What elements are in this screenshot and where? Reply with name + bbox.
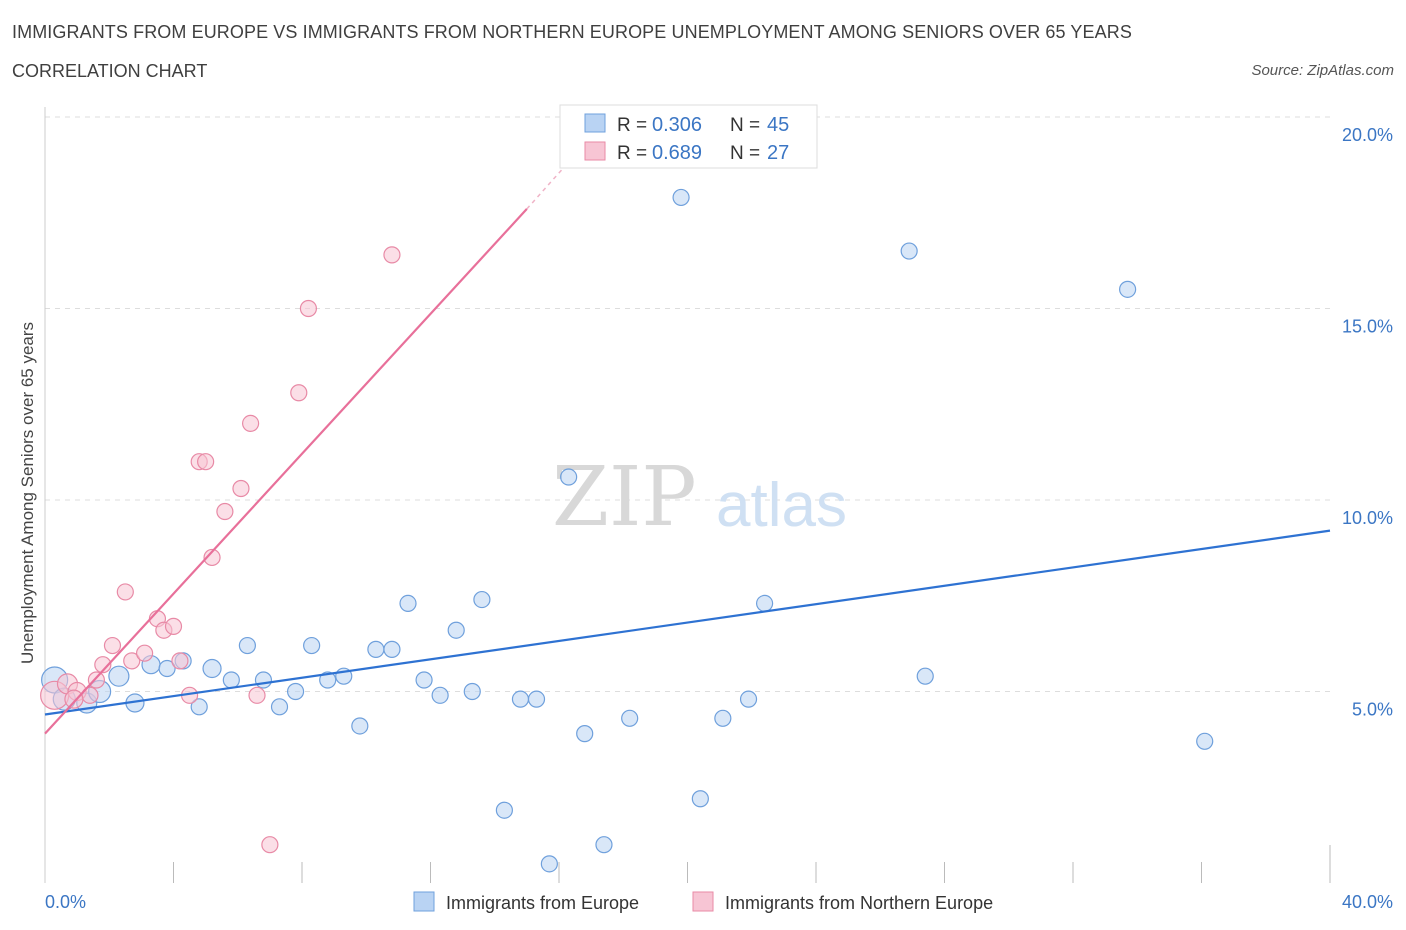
northern-europe-point-24 — [299, 299, 318, 318]
europe-point-13 — [254, 671, 273, 689]
europe-point-10 — [202, 658, 222, 679]
y-tick-label-0: 5.0% — [1352, 700, 1393, 720]
europe-point-20 — [367, 640, 385, 658]
northern-europe-point-25 — [383, 246, 401, 264]
x-tick-label-1: 40.0% — [1342, 892, 1393, 912]
europe-point-43 — [1119, 280, 1137, 298]
europe-point-11 — [222, 671, 240, 689]
chart-subtitle: CORRELATION CHART — [12, 61, 208, 81]
northern-europe-point-26 — [64, 689, 84, 709]
northern-europe-point-4 — [87, 671, 106, 689]
europe-point-23 — [415, 671, 433, 689]
europe-point-24 — [431, 686, 449, 704]
europe-point-22 — [399, 594, 417, 613]
watermark-zip: ZIP — [552, 450, 697, 545]
northern-europe-point-6 — [103, 636, 122, 655]
europe-point-4 — [108, 665, 130, 687]
legend-swatch-blue — [584, 113, 606, 133]
bottom-legend-label-northern-europe: Immigrants from Northern Europe — [725, 893, 993, 913]
europe-point-17 — [319, 671, 337, 689]
northern-europe-point-7 — [116, 583, 134, 601]
legend-n-label-pink: N = — [730, 143, 760, 164]
series-northern-europe-points — [40, 246, 401, 854]
northern-europe-point-23 — [290, 384, 308, 402]
legend-n-value-pink: 27 — [767, 142, 789, 164]
y-tick-label-1: 10.0% — [1342, 508, 1393, 528]
trend-line-northern-europe-extension — [526, 147, 583, 210]
northern-europe-point-17 — [203, 548, 221, 567]
northern-europe-point-9 — [135, 644, 154, 662]
watermark: ZIP atlas — [552, 450, 847, 545]
northern-europe-point-22 — [261, 836, 279, 854]
tick-labels: 5.0% 10.0% 15.0% 20.0% 0.0% 40.0% — [45, 125, 1393, 912]
europe-point-16 — [303, 636, 321, 655]
northern-europe-point-8 — [123, 652, 141, 670]
europe-point-14 — [270, 698, 289, 716]
chart-title: IMMIGRANTS FROM EUROPE VS IMMIGRANTS FRO… — [12, 22, 1132, 42]
y-tick-label-3: 20.0% — [1342, 125, 1393, 145]
legend-swatch-pink — [584, 141, 606, 161]
europe-point-33 — [576, 725, 594, 743]
europe-point-37 — [691, 790, 709, 808]
europe-point-32 — [560, 468, 578, 486]
bottom-legend-swatch-northern-europe — [692, 891, 714, 912]
europe-point-15 — [286, 682, 305, 701]
bottom-legend-label-europe: Immigrants from Europe — [446, 893, 639, 913]
watermark-atlas: atlas — [716, 471, 847, 540]
europe-point-35 — [621, 709, 639, 727]
europe-point-44 — [1196, 732, 1214, 750]
source-credit: Source: ZipAtlas.com — [1251, 62, 1394, 79]
europe-point-21 — [383, 640, 401, 658]
europe-point-30 — [527, 690, 546, 708]
axes — [44, 107, 1331, 883]
europe-point-28 — [495, 801, 513, 819]
correlation-legend: R = 0.306 N = 45 R = 0.689 N = 27 — [559, 104, 818, 169]
y-tick-label-2: 15.0% — [1342, 317, 1393, 337]
grid-lines — [45, 116, 1330, 692]
europe-point-42 — [916, 667, 934, 685]
trend-line-europe — [44, 529, 1331, 716]
x-tick-label-0: 0.0% — [45, 892, 86, 912]
europe-point-9 — [190, 698, 208, 716]
northern-europe-point-20 — [242, 414, 260, 432]
europe-point-25 — [447, 621, 465, 639]
europe-point-41 — [900, 242, 918, 260]
series-legend: Immigrants from Europe Immigrants from N… — [413, 891, 993, 913]
legend-r-value-pink: 0.689 — [652, 142, 702, 164]
y-axis-label: Unemployment Among Seniors over 65 years — [18, 322, 37, 664]
europe-point-36 — [672, 188, 690, 207]
trend-lines — [44, 147, 1331, 735]
europe-point-29 — [511, 690, 530, 708]
northern-europe-point-21 — [248, 686, 266, 704]
legend-n-value-blue: 45 — [767, 114, 789, 136]
northern-europe-point-5 — [94, 656, 112, 674]
northern-europe-point-12 — [164, 617, 183, 635]
europe-point-27 — [473, 590, 491, 609]
northern-europe-point-16 — [197, 453, 215, 471]
europe-point-26 — [463, 682, 481, 701]
europe-point-34 — [595, 836, 613, 854]
legend-n-label-blue: N = — [730, 115, 760, 136]
europe-point-19 — [351, 717, 369, 735]
bottom-legend-swatch-europe — [413, 891, 435, 912]
europe-point-31 — [540, 855, 558, 873]
europe-point-7 — [158, 659, 176, 678]
trend-line-northern-europe — [44, 208, 528, 735]
legend-r-label-pink: R = — [617, 143, 647, 164]
northern-europe-point-18 — [216, 502, 234, 521]
europe-point-38 — [714, 709, 732, 727]
northern-europe-point-13 — [171, 652, 189, 670]
legend-r-label-blue: R = — [617, 115, 647, 136]
northern-europe-point-19 — [232, 479, 250, 498]
legend-r-value-blue: 0.306 — [652, 114, 702, 136]
europe-point-12 — [238, 636, 256, 655]
europe-point-39 — [739, 690, 758, 708]
europe-point-40 — [755, 594, 774, 613]
